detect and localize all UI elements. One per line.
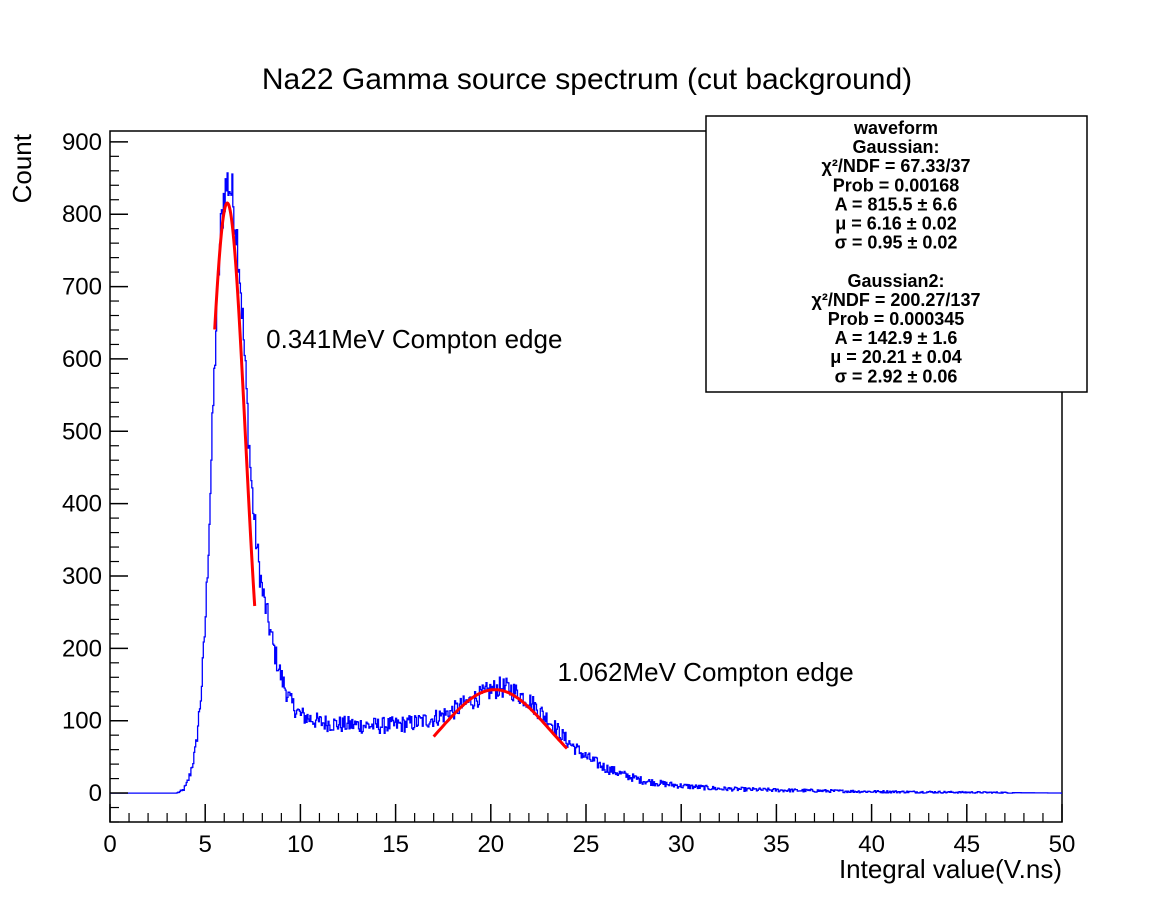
stats-line-1: waveform (853, 118, 938, 138)
x-tick-label: 30 (668, 831, 695, 858)
x-tick-label: 20 (477, 831, 504, 858)
x-tick-label: 35 (763, 831, 790, 858)
stats-line-5: A = 815.5 ± 6.6 (835, 194, 958, 214)
x-tick-label: 5 (199, 831, 212, 858)
y-tick-label: 600 (62, 346, 102, 373)
stats-line-4: Prob = 0.00168 (833, 175, 960, 195)
stats-line-12: A = 142.9 ± 1.6 (835, 328, 958, 348)
y-tick-label: 500 (62, 418, 102, 445)
stats-box-border (705, 115, 1088, 393)
stats-line-2: Gaussian: (852, 137, 939, 157)
chart-title: Na22 Gamma source spectrum (cut backgrou… (262, 63, 912, 96)
stats-line-11: Prob = 0.000345 (828, 309, 965, 329)
y-tick-label: 300 (62, 563, 102, 590)
x-tick-label: 25 (573, 831, 600, 858)
stats-line-10: χ²/NDF = 200.27/137 (812, 290, 981, 310)
y-axis-label: Count (7, 133, 37, 203)
y-tick-label: 100 (62, 708, 102, 735)
y-tick-label: 700 (62, 274, 102, 301)
stats-line-6: μ = 6.16 ± 0.02 (835, 214, 956, 234)
x-tick-label: 0 (103, 831, 116, 858)
x-tick-label: 45 (953, 831, 980, 858)
stats-line-9: Gaussian2: (847, 271, 944, 291)
annotation-2: 1.062MeV Compton edge (557, 657, 853, 687)
x-tick-label: 40 (858, 831, 885, 858)
stats-line-14: σ = 2.92 ± 0.06 (835, 366, 958, 386)
histogram-series (110, 172, 1062, 794)
stats-line-13: μ = 20.21 ± 0.04 (830, 347, 961, 367)
y-tick-label: 900 (62, 129, 102, 156)
y-tick-label: 200 (62, 635, 102, 662)
y-tick-label: 800 (62, 201, 102, 228)
x-tick-label: 15 (382, 831, 409, 858)
x-tick-label: 50 (1049, 831, 1076, 858)
x-axis-label: Integral value(V.ns) (839, 854, 1062, 884)
annotation-1: 0.341MeV Compton edge (266, 324, 562, 354)
x-tick-label: 10 (287, 831, 314, 858)
stats-line-7: σ = 0.95 ± 0.02 (835, 233, 958, 253)
fit-curve-1 (213, 201, 257, 607)
y-tick-label: 400 (62, 491, 102, 518)
stats-line-3: χ²/NDF = 67.33/37 (822, 156, 971, 176)
fit-curve-2 (432, 688, 569, 750)
y-tick-label: 0 (89, 780, 102, 807)
